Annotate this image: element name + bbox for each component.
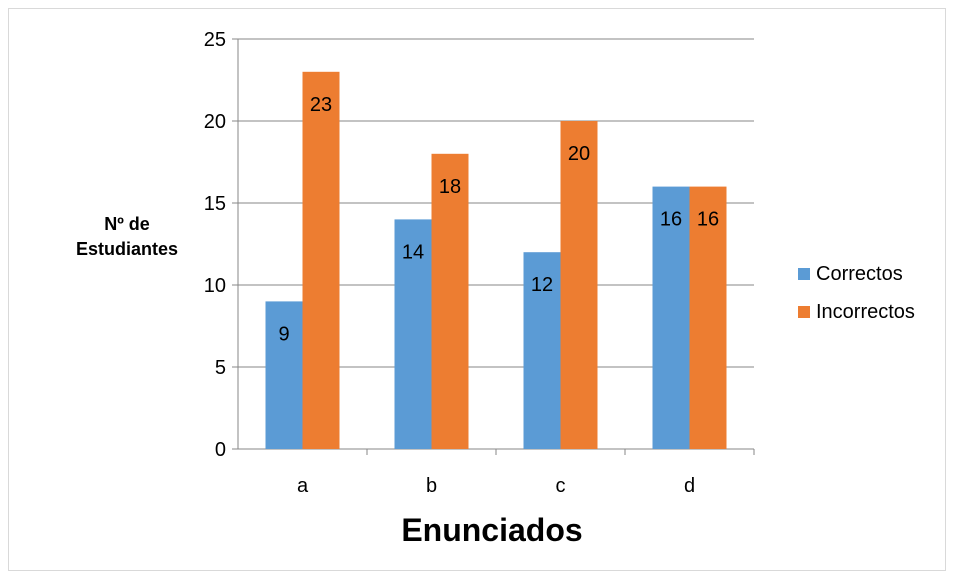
bar-incorrectos-b <box>431 153 469 450</box>
y-tick-label: 0 <box>215 439 226 461</box>
y-tick-label: 5 <box>215 357 226 379</box>
legend-item-correctos: Correctos <box>798 260 915 288</box>
data-label: 12 <box>531 274 553 296</box>
bar-correctos-b <box>394 219 432 449</box>
data-label: 16 <box>697 209 719 231</box>
data-label: 23 <box>310 94 332 116</box>
data-label: 9 <box>278 323 289 345</box>
data-label: 14 <box>402 241 424 263</box>
bar-correctos-c <box>523 252 561 449</box>
x-axis-label: Enunciados <box>401 512 583 548</box>
data-label: 16 <box>660 209 682 231</box>
bar-correctos-a <box>265 301 303 449</box>
bar-incorrectos-d <box>689 186 727 449</box>
y-tick-label: 20 <box>204 111 226 133</box>
legend-item-incorrectos: Incorrectos <box>798 298 915 326</box>
y-tick-label: 10 <box>204 275 226 297</box>
bar-incorrectos-a <box>302 71 340 450</box>
data-label: 20 <box>568 143 590 165</box>
x-tick-label: d <box>684 475 695 497</box>
legend-label-incorrectos: Incorrectos <box>816 300 915 323</box>
legend-swatch-correctos <box>798 268 810 280</box>
legend-swatch-incorrectos <box>798 306 810 318</box>
legend-label-correctos: Correctos <box>816 262 903 285</box>
y-axis-label-line1: Nº de <box>104 214 150 234</box>
y-axis-label-line2: Estudiantes <box>75 239 179 259</box>
x-tick-label: c <box>556 475 566 497</box>
x-tick-label: a <box>297 475 309 497</box>
y-tick-label: 15 <box>204 193 226 215</box>
data-label: 18 <box>439 176 461 198</box>
y-tick-label: 25 <box>204 29 226 51</box>
bar-correctos-d <box>652 186 690 449</box>
y-axis-label: Nº de Estudiantes <box>62 212 192 262</box>
chart-frame <box>8 8 946 571</box>
bar-incorrectos-c <box>560 121 598 449</box>
x-tick-label: b <box>426 475 437 497</box>
legend: Correctos Incorrectos <box>798 260 915 336</box>
